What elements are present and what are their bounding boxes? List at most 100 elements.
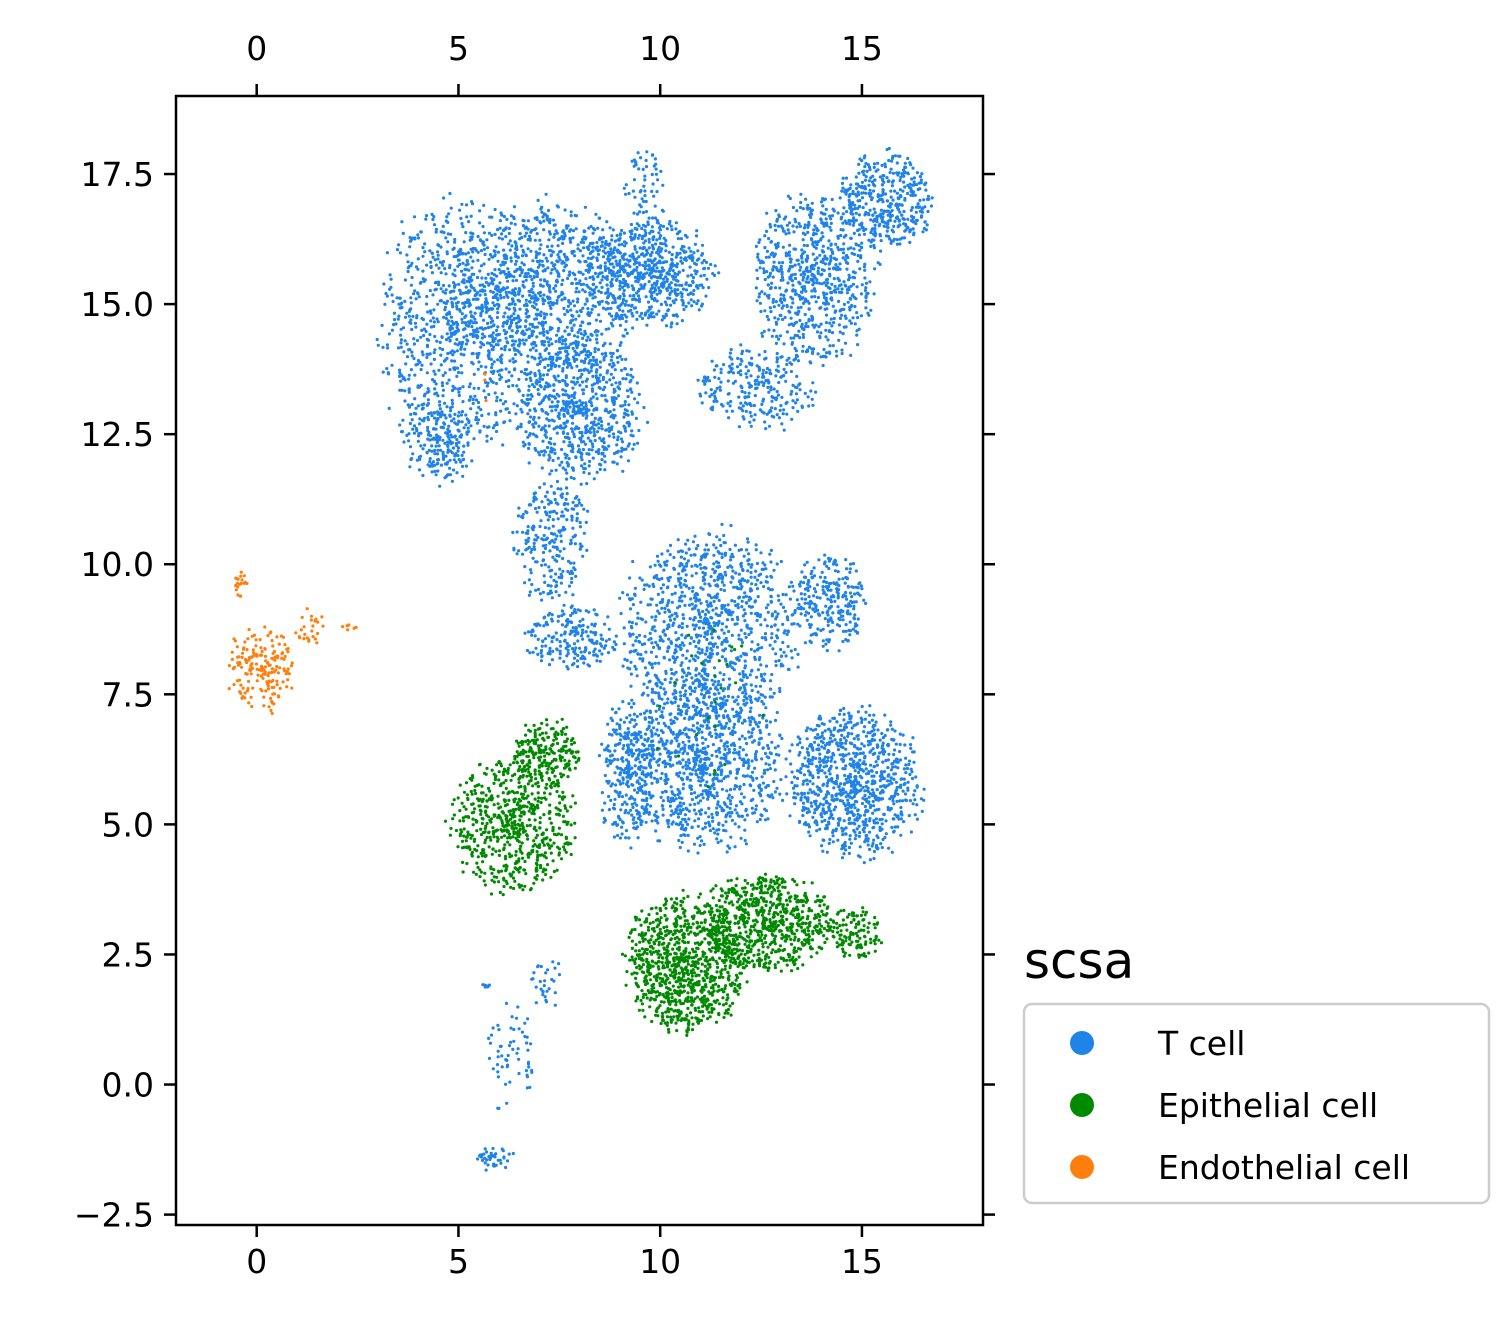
data-point [717, 271, 721, 275]
data-point [825, 277, 830, 281]
data-point [832, 321, 836, 325]
data-point [670, 258, 674, 262]
data-point [743, 401, 748, 405]
data-point [477, 386, 481, 390]
data-point [575, 380, 580, 384]
data-point [428, 309, 433, 313]
data-point [557, 255, 561, 259]
data-point [670, 261, 674, 265]
data-point [577, 448, 581, 452]
data-point [419, 280, 423, 284]
data-point [557, 337, 561, 341]
data-point [545, 373, 550, 377]
data-point [537, 416, 541, 420]
data-point [611, 318, 615, 322]
data-point [578, 619, 582, 623]
data-point [612, 408, 616, 412]
data-point [546, 385, 550, 389]
data-point [848, 319, 852, 323]
data-point [560, 609, 565, 613]
data-point [465, 258, 469, 263]
data-point [524, 298, 528, 302]
data-point [420, 403, 424, 407]
data-point [475, 356, 480, 360]
data-point [542, 333, 546, 337]
data-point [533, 228, 537, 232]
data-point [702, 273, 706, 277]
data-point [844, 176, 849, 180]
data-point [527, 545, 531, 549]
data-point [502, 248, 506, 252]
data-point [496, 307, 500, 311]
data-point [793, 263, 797, 267]
data-point [560, 335, 565, 339]
data-point [600, 394, 604, 398]
data-point [846, 256, 850, 260]
data-point [852, 247, 856, 251]
data-point [675, 265, 679, 269]
data-point [816, 271, 820, 275]
data-point [626, 444, 630, 448]
data-point [557, 364, 561, 368]
data-point [586, 509, 590, 513]
data-point [546, 266, 550, 270]
data-point [930, 196, 934, 200]
data-point [659, 302, 664, 306]
data-point [661, 314, 665, 318]
data-point [622, 415, 626, 419]
data-point [891, 198, 895, 202]
data-point [587, 472, 591, 476]
data-point [430, 251, 434, 255]
data-point [452, 468, 456, 472]
data-point [709, 407, 713, 411]
data-point [587, 226, 591, 230]
data-point [605, 283, 609, 287]
data-point [616, 438, 620, 442]
data-point [825, 300, 829, 304]
data-point [491, 331, 495, 335]
data-point [775, 389, 779, 394]
data-point [695, 229, 699, 233]
data-point [603, 460, 607, 464]
data-point [542, 219, 546, 223]
data-point [763, 350, 767, 354]
data-point [547, 230, 552, 234]
data-point [590, 307, 594, 311]
data-point [635, 381, 639, 385]
data-point [645, 271, 649, 275]
data-point [597, 418, 601, 422]
data-point [415, 458, 419, 462]
data-point [540, 644, 544, 648]
data-point [777, 303, 781, 307]
data-point [505, 286, 510, 290]
data-point [590, 404, 594, 408]
data-point [576, 243, 580, 247]
data-point [520, 254, 525, 258]
data-point [472, 386, 476, 390]
data-point [654, 172, 659, 176]
data-point [849, 204, 853, 209]
data-point [695, 284, 699, 288]
data-point [555, 358, 559, 362]
data-point [430, 444, 434, 448]
data-point [444, 288, 448, 292]
data-point [531, 628, 535, 632]
data-point [700, 261, 704, 265]
data-point [572, 561, 576, 565]
data-point [607, 434, 611, 438]
data-point [560, 447, 564, 452]
data-point [793, 289, 797, 293]
data-point [408, 465, 412, 469]
data-point [790, 279, 794, 283]
data-point [392, 311, 396, 315]
data-point [542, 321, 546, 325]
data-point [434, 287, 438, 291]
data-point [836, 211, 840, 215]
data-point [480, 336, 484, 340]
data-point [547, 526, 551, 530]
data-point [912, 180, 916, 184]
data-point [433, 348, 437, 352]
data-point [448, 191, 452, 196]
data-point [911, 166, 915, 170]
data-point [872, 165, 876, 169]
